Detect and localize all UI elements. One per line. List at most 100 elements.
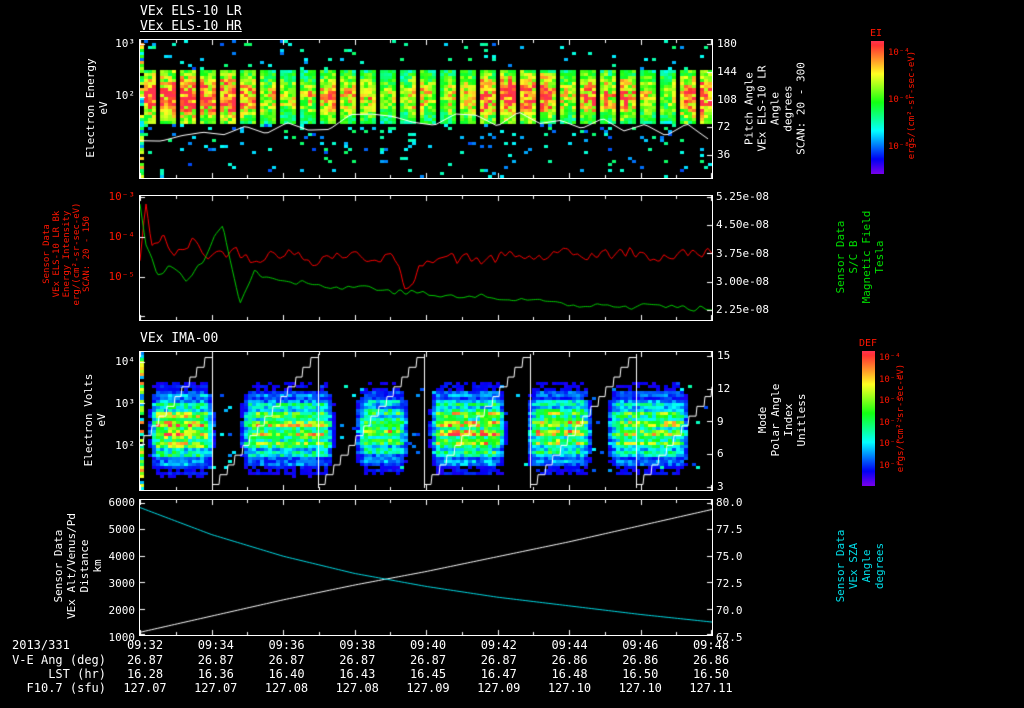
f107-label: F10.7 (sfu) [26,681,106,695]
value-label: 127.07 [123,681,167,695]
els-colorbar-title: EI [870,28,883,39]
tick-label: 5000 [108,523,136,536]
value-label: 16.28 [126,667,164,681]
p4-right-tick-labels: 80.0 77.5 75.0 72.5 70.0 67.5 [716,497,760,644]
axis-label-line: erg/(cm²-sr-sec-eV) [72,202,82,306]
lst-label: LST (hr) [48,667,106,681]
tick-label: 67.5 [716,631,743,644]
axis-label-line: Sensor Data [834,220,847,294]
time-label: 09:42 [480,638,517,652]
tick-label: 10⁻⁴ [879,353,901,363]
ima-colorbar [862,351,875,486]
value-label: 26.87 [268,653,305,667]
axis-label-line: Magnetic Field [860,210,873,304]
tick-label: 10⁻⁴ [108,230,136,243]
p1-right-axis-label: Pitch Angle VEx ELS-10 LR Angle degrees SCAN… [743,24,808,194]
value-label: 26.86 [622,653,659,667]
value-label: 16.45 [409,667,447,681]
axis-label-line: Index [782,403,795,437]
tick-label: 12 [717,381,731,395]
ve-angle-row: 26.87 26.87 26.87 26.87 26.87 26.87 26.86 26.86… [113,654,743,667]
p1-right-tick-labels: 180 144 108 72 36 [717,38,757,161]
p4-right-axis-label: Sensor Data VEx SZA Angle degrees [834,481,886,651]
tick-label: 10⁻⁴ [888,48,910,58]
axis-label-line: Sensor Data [42,224,52,284]
value-label: 127.11 [689,681,733,695]
tick-label: 6 [717,447,724,461]
tick-label: 10⁻³ [108,190,136,203]
tick-label: 3.00e-08 [716,274,769,288]
axis-label-line: VEx ELS-10 LR [755,65,769,152]
value-label: 127.08 [264,681,309,695]
tick-label: 10² [115,89,135,102]
tick-label: 1000 [108,631,136,644]
tick-label: 72.5 [716,577,743,590]
p3-right-tick-labels: 15 12 9 6 3 [717,350,757,493]
axis-label-line: Energy Intensity [62,210,72,298]
tick-label: 70.0 [716,604,743,617]
lst-row: 16.28 16.36 16.40 16.43 16.45 16.47 16.48 16.50… [113,668,743,681]
value-label: 16.50 [692,667,730,681]
tick-label: 10⁻⁵ [108,270,136,283]
tick-label: 9 [717,414,724,428]
time-label: 09:46 [622,638,659,652]
tick-label: 10³ [115,397,135,410]
time-label: 09:44 [551,638,588,652]
p3-right-axis-label: Mode Polar Angle Index Unitless [756,335,808,505]
tick-label: 10⁻⁹ [879,460,901,471]
tick-label: 3.75e-08 [716,246,769,260]
p2-left-tick-labels: 10⁻³ 10⁻⁴ 10⁻⁵ [93,190,136,283]
tick-label: 15 [717,349,731,362]
tick-label: 4000 [108,550,136,563]
axis-label-line: Tesla [873,240,886,274]
axis-label-line: VEx ELS-10 LR Bk [52,210,62,298]
p4-left-tick-labels: 6000 5000 4000 3000 2000 1000 [85,496,136,644]
ima-colorbar-units: ergs/(cm²-sr-sec-eV) [896,343,908,493]
value-label: 127.09 [406,681,450,695]
tick-label: 3000 [108,577,136,590]
tick-label: 5.25e-08 [716,190,769,203]
colorbar-units-text: ergs/(cm²-sr-sec-eV) [896,363,906,473]
value-label: 16.47 [480,667,517,681]
axis-label-line: Angle [768,91,782,126]
els-colorbar-units: ergs/(cm²-sr-sec-eV) [907,30,919,180]
axis-label-line: Pitch Angle [742,72,756,145]
value-label: 16.43 [339,667,376,681]
axis-label-line: Sensor Data [52,529,65,603]
time-label: 09:34 [197,638,234,652]
tick-label: 6000 [108,496,136,509]
tick-label: 10⁻⁶ [879,396,901,407]
value-label: 127.08 [335,681,379,695]
tick-label: 72 [717,120,731,134]
tick-label: 75.0 [716,550,743,563]
value-label: 127.09 [477,681,521,695]
ima-colorbar-title: DEF [859,338,878,349]
els-hr-title: VEx ELS-10 HR [140,19,242,34]
tick-label: 10⁴ [115,355,135,368]
tick-label: 180 [717,37,737,50]
tick-label: 4.50e-08 [716,218,769,232]
time-label: 09:48 [692,638,730,652]
p2-right-tick-labels: 5.25e-08 4.50e-08 3.75e-08 3.00e-08 2.25e-08 [716,191,776,316]
value-label: 16.40 [268,667,305,681]
tick-label: 10² [115,439,135,452]
intensity-bfield-plot [139,195,713,321]
date-label: 2013/331 [12,638,70,652]
tick-label: 36 [717,148,731,161]
tick-label: 10⁻⁷ [879,417,901,428]
tick-label: 2000 [108,604,136,617]
p3-left-tick-labels: 10⁴ 10³ 10² [93,356,135,452]
axis-label-line: VEx SZA [847,542,860,590]
time-axis-row: 09:32 09:34 09:36 09:38 09:40 09:42 09:44 09:46… [113,639,743,652]
axis-label-line: S/C B [847,240,860,274]
els-colorbar-ticks: 10⁻⁴ 10⁻⁶ 10⁻⁸ [888,48,922,152]
tick-label: 2.25e-08 [716,303,769,316]
value-label: 26.86 [692,653,730,667]
axis-label-line: VEx Alt/Venus/Pd [65,513,78,619]
time-label: 09:36 [268,638,305,652]
axis-label-line: Polar Angle [769,383,782,457]
axis-label-line: degrees [781,85,795,132]
value-label: 26.87 [197,653,234,667]
tick-label: 3 [717,480,724,493]
